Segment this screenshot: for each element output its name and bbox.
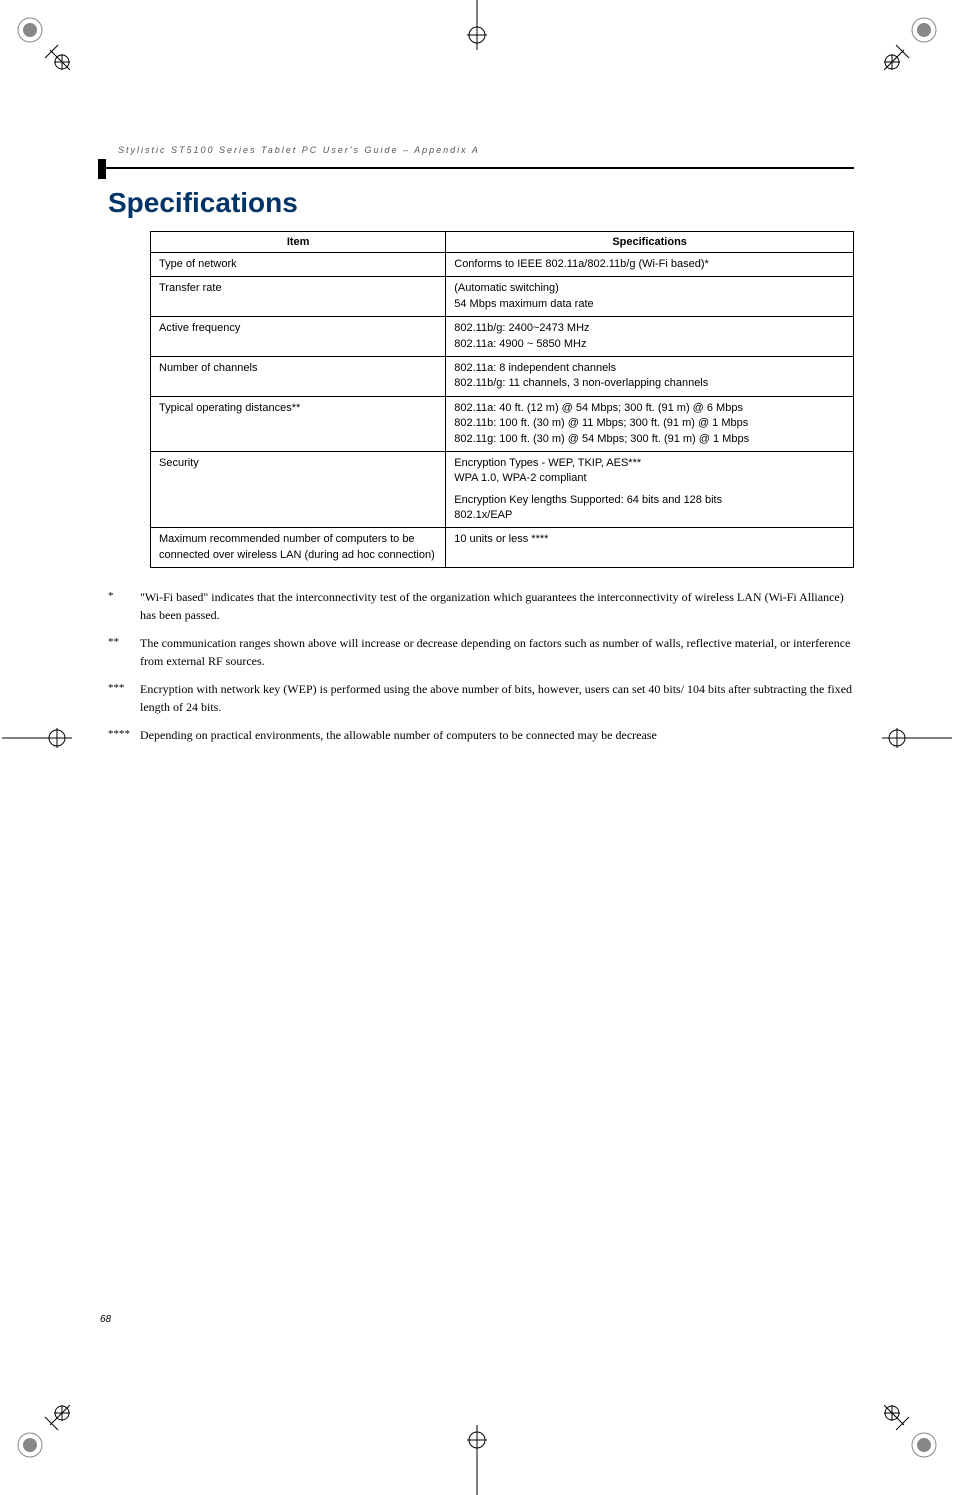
crop-mark-br [884, 1405, 944, 1465]
footnote: *"Wi-Fi based" indicates that the interc… [108, 588, 854, 624]
table-cell-spec: Encryption Types - WEP, TKIP, AES***WPA … [446, 451, 854, 528]
table-cell-spec: Conforms to IEEE 802.11a/802.11b/g (Wi-F… [446, 253, 854, 277]
crop-mark-bl [10, 1405, 70, 1465]
table-cell-spec: 802.11b/g: 2400~2473 MHz802.11a: 4900 ~ … [446, 317, 854, 357]
running-header: Stylistic ST5100 Series Tablet PC User's… [100, 145, 854, 155]
registration-mark-bottom [462, 1425, 492, 1495]
footnote-marker: * [108, 588, 140, 624]
table-row: Type of networkConforms to IEEE 802.11a/… [151, 253, 854, 277]
table-header-row: Item Specifications [151, 232, 854, 253]
footnotes: *"Wi-Fi based" indicates that the interc… [108, 588, 854, 744]
table-row: Maximum recommended number of computers … [151, 528, 854, 568]
registration-mark-right [882, 723, 952, 753]
crop-mark-tl [10, 10, 70, 70]
table-cell-item: Number of channels [151, 356, 446, 396]
table-cell-spec: 802.11a: 40 ft. (12 m) @ 54 Mbps; 300 ft… [446, 396, 854, 451]
footnote-marker: **** [108, 726, 140, 744]
registration-mark-left [2, 723, 72, 753]
header-rule [100, 167, 854, 169]
table-cell-item: Maximum recommended number of computers … [151, 528, 446, 568]
specifications-table: Item Specifications Type of networkConfo… [150, 231, 854, 568]
table-cell-item: Security [151, 451, 446, 528]
table-cell-item: Active frequency [151, 317, 446, 357]
table-header-spec: Specifications [446, 232, 854, 253]
table-cell-spec: 10 units or less **** [446, 528, 854, 568]
table-row: Number of channels802.11a: 8 independent… [151, 356, 854, 396]
table-row: Transfer rate(Automatic switching)54 Mbp… [151, 277, 854, 317]
table-cell-item: Transfer rate [151, 277, 446, 317]
table-header-item: Item [151, 232, 446, 253]
footnote-text: Depending on practical environments, the… [140, 726, 854, 744]
footnote: ***Encryption with network key (WEP) is … [108, 680, 854, 716]
page-number: 68 [100, 1314, 111, 1325]
footnote-marker: *** [108, 680, 140, 716]
header-tab [98, 159, 106, 179]
section-title: Specifications [100, 187, 854, 219]
table-row: Typical operating distances**802.11a: 40… [151, 396, 854, 451]
footnote: ****Depending on practical environments,… [108, 726, 854, 744]
table-row: SecurityEncryption Types - WEP, TKIP, AE… [151, 451, 854, 528]
footnote-text: "Wi-Fi based" indicates that the interco… [140, 588, 854, 624]
table-cell-item: Type of network [151, 253, 446, 277]
page-content: Stylistic ST5100 Series Tablet PC User's… [100, 145, 854, 754]
registration-mark-top [462, 0, 492, 50]
footnote: **The communication ranges shown above w… [108, 634, 854, 670]
table-row: Active frequency802.11b/g: 2400~2473 MHz… [151, 317, 854, 357]
crop-mark-tr [884, 10, 944, 70]
table-cell-item: Typical operating distances** [151, 396, 446, 451]
footnote-text: Encryption with network key (WEP) is per… [140, 680, 854, 716]
table-cell-spec: (Automatic switching)54 Mbps maximum dat… [446, 277, 854, 317]
footnote-marker: ** [108, 634, 140, 670]
footnote-text: The communication ranges shown above wil… [140, 634, 854, 670]
table-cell-spec: 802.11a: 8 independent channels802.11b/g… [446, 356, 854, 396]
